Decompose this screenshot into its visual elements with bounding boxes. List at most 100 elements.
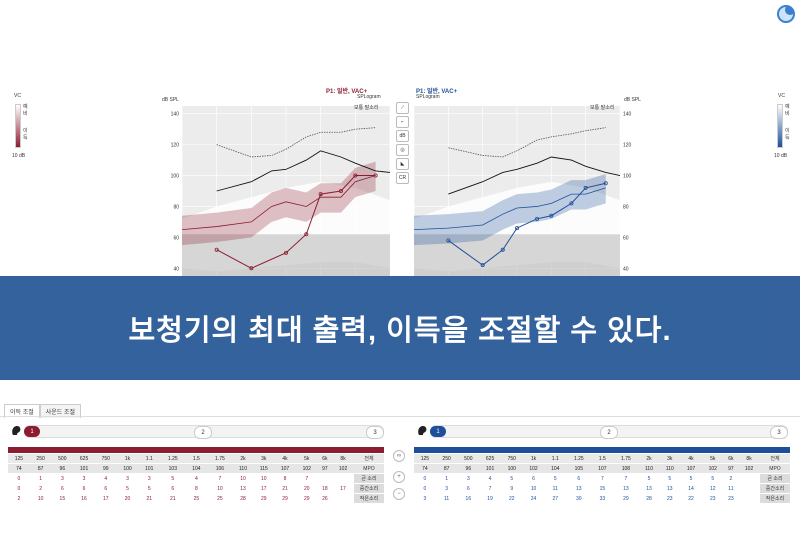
gain-cell[interactable]: 29 — [613, 493, 639, 504]
gain-cell[interactable]: 96 — [457, 463, 480, 474]
gain-cell[interactable]: 15 — [51, 493, 74, 504]
gain-cell[interactable]: 7 — [613, 473, 639, 484]
gain-cell[interactable]: 20 — [295, 483, 318, 494]
gain-cell[interactable]: 5 — [138, 483, 161, 494]
gain-cell[interactable]: 13 — [566, 483, 592, 494]
gain-cell[interactable]: 6 — [73, 483, 95, 494]
gain-cell[interactable]: 16 — [457, 493, 480, 504]
gain-cell[interactable]: 4 — [185, 473, 208, 484]
gain-cell[interactable]: 10 — [522, 483, 545, 494]
gain-cell[interactable]: 25 — [185, 493, 208, 504]
gain-cell[interactable]: 8 — [185, 483, 208, 494]
gain-cell[interactable]: 3 — [457, 473, 480, 484]
slope-icon[interactable]: ◣ — [396, 158, 409, 170]
gain-cell[interactable]: 21 — [274, 483, 296, 494]
left-band-bar[interactable] — [8, 447, 384, 453]
left-step-2[interactable]: 2 — [194, 426, 212, 439]
gain-cell[interactable]: 10 — [207, 483, 233, 494]
gain-cell[interactable]: 87 — [29, 463, 52, 474]
gain-cell[interactable]: 102 — [522, 463, 545, 474]
gain-cell[interactable]: 102 — [332, 463, 354, 474]
gain-cell[interactable] — [738, 473, 760, 484]
gain-cell[interactable]: 13 — [659, 483, 681, 494]
gain-cell[interactable]: 23 — [659, 493, 681, 504]
gain-cell[interactable]: 28 — [232, 493, 254, 504]
gain-cell[interactable]: 108 — [613, 463, 639, 474]
gain-cell[interactable]: 5 — [638, 473, 660, 484]
row-label[interactable]: 작은소리 — [354, 493, 384, 504]
target-icon[interactable]: ◎ — [396, 144, 409, 156]
gain-cell[interactable]: 7 — [479, 483, 501, 494]
gain-cell[interactable]: 12 — [701, 483, 724, 494]
gain-cell[interactable]: 11 — [544, 483, 567, 494]
row-label[interactable]: MPO — [354, 463, 384, 474]
gain-cell[interactable]: 6 — [51, 483, 74, 494]
tab-sound-adjust[interactable]: 사운드 조절 — [39, 404, 82, 418]
gain-cell[interactable]: 107 — [591, 463, 614, 474]
gain-cell[interactable]: 106 — [207, 463, 233, 474]
gain-cell[interactable]: 30 — [566, 493, 592, 504]
gain-cell[interactable]: 26 — [317, 493, 333, 504]
gain-cell[interactable]: 3 — [51, 473, 74, 484]
gain-cell[interactable] — [332, 493, 354, 504]
gain-cell[interactable]: 115 — [253, 463, 275, 474]
decrease-gain-button[interactable]: − — [393, 488, 405, 500]
gain-cell[interactable]: 107 — [680, 463, 702, 474]
gain-cell[interactable]: 101 — [138, 463, 161, 474]
row-label[interactable]: 큰 소리 — [760, 473, 790, 484]
gain-cell[interactable]: 6 — [94, 483, 117, 494]
gain-cell[interactable]: 97 — [723, 463, 739, 474]
curve-icon[interactable]: ⌐ — [396, 116, 409, 128]
gain-cell[interactable] — [317, 473, 333, 484]
gain-cell[interactable]: 11 — [435, 493, 458, 504]
gain-cell[interactable]: 3 — [414, 493, 436, 504]
gain-cell[interactable]: 33 — [591, 493, 614, 504]
gain-cell[interactable]: 8 — [274, 473, 296, 484]
gain-cell[interactable]: 104 — [185, 463, 208, 474]
gain-cell[interactable]: 0 — [8, 473, 30, 484]
gain-cell[interactable]: 103 — [160, 463, 186, 474]
gain-cell[interactable]: 6 — [522, 473, 545, 484]
gain-cell[interactable]: 13 — [638, 483, 660, 494]
gain-cell[interactable]: 0 — [8, 483, 30, 494]
gain-cell[interactable]: 102 — [738, 463, 760, 474]
gain-cell[interactable]: 2 — [8, 493, 30, 504]
gain-cell[interactable]: 107 — [274, 463, 296, 474]
right-step-1[interactable]: 1 — [430, 426, 446, 437]
gain-cell[interactable]: 110 — [232, 463, 254, 474]
gain-cell[interactable]: 74 — [8, 463, 30, 474]
gain-cell[interactable]: 5 — [680, 473, 702, 484]
gain-cell[interactable]: 102 — [295, 463, 318, 474]
gain-cell[interactable]: 24 — [522, 493, 545, 504]
gain-cell[interactable]: 101 — [73, 463, 95, 474]
gain-cell[interactable]: 3 — [116, 473, 139, 484]
row-label[interactable]: 중간소리 — [354, 483, 384, 494]
gain-cell[interactable]: 5 — [544, 473, 567, 484]
gain-cell[interactable]: 13 — [232, 483, 254, 494]
gain-cell[interactable]: 110 — [659, 463, 681, 474]
gain-cell[interactable]: 3 — [138, 473, 161, 484]
gain-cell[interactable]: 1 — [29, 473, 52, 484]
db-icon[interactable]: dB — [396, 130, 409, 142]
gain-cell[interactable] — [738, 493, 760, 504]
gain-cell[interactable]: 1 — [435, 473, 458, 484]
gain-cell[interactable]: 101 — [479, 463, 501, 474]
gain-cell[interactable]: 104 — [544, 463, 567, 474]
gain-cell[interactable]: 2 — [723, 473, 739, 484]
gain-cell[interactable]: 13 — [613, 483, 639, 494]
gain-cell[interactable] — [738, 483, 760, 494]
gain-cell[interactable]: 4 — [479, 473, 501, 484]
gain-cell[interactable]: 16 — [73, 493, 95, 504]
gain-cell[interactable]: 29 — [253, 493, 275, 504]
gain-cell[interactable]: 7 — [207, 473, 233, 484]
gain-cell[interactable]: 23 — [723, 493, 739, 504]
gain-cell[interactable]: 22 — [680, 493, 702, 504]
right-splogram-chart[interactable]: 140 120 100 80 60 40 — [412, 100, 642, 280]
gain-cell[interactable]: 21 — [138, 493, 161, 504]
gain-cell[interactable]: 10 — [29, 493, 52, 504]
right-step-3[interactable]: 3 — [770, 426, 788, 439]
gain-cell[interactable]: 22 — [500, 493, 523, 504]
tab-gain-adjust[interactable]: 이득 조절 — [4, 404, 40, 418]
gain-cell[interactable]: 100 — [500, 463, 523, 474]
gain-cell[interactable]: 5 — [701, 473, 724, 484]
